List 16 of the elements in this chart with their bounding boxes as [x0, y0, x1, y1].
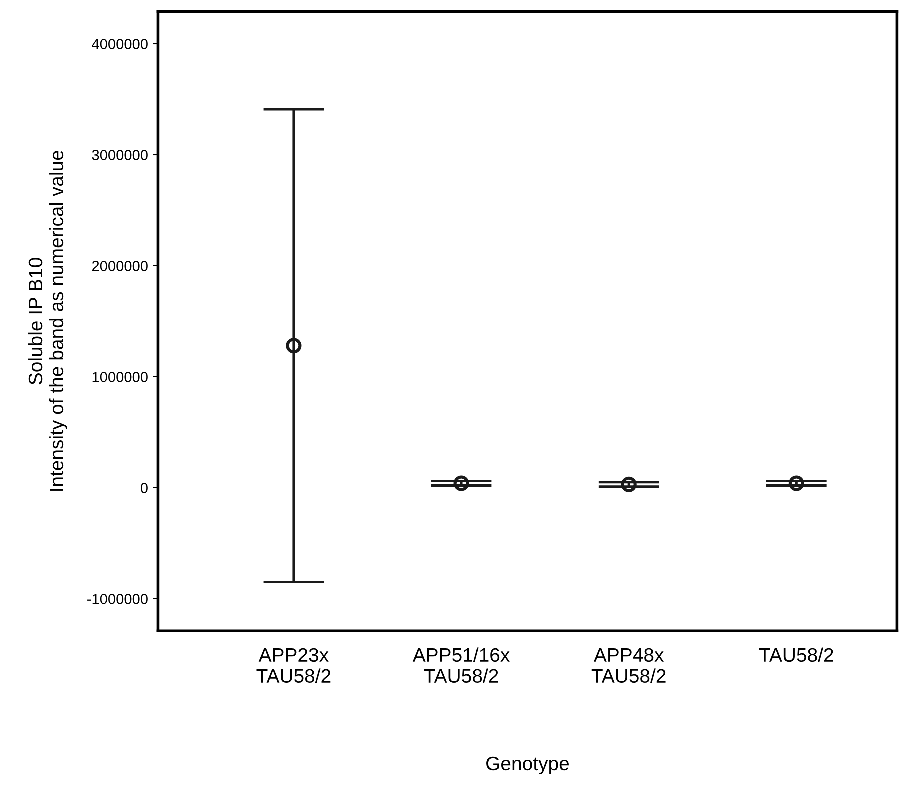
- y-tick-label: 0: [140, 483, 148, 494]
- point: [286, 338, 302, 354]
- y-tick-label: 3000000: [92, 150, 148, 160]
- x-tick-label: TAU58/2: [759, 648, 834, 662]
- x-axis-title: Genotype: [486, 756, 570, 774]
- y-tick-label: 2000000: [92, 261, 148, 272]
- point: [621, 476, 637, 492]
- point: [788, 476, 804, 492]
- x-tick-label: APP51/16x TAU58/2: [412, 648, 510, 684]
- y-tick-label: 1000000: [92, 372, 148, 382]
- x-tick-label: APP48x TAU58/2: [592, 648, 666, 684]
- y-tick-label: -1000000: [88, 594, 148, 604]
- x-tick-label: APP23x TAU58/2: [256, 648, 331, 684]
- y-axis-title: Soluble IP B10 Intensity of the band as numerical value: [28, 150, 68, 491]
- y-tick-label: 4000000: [92, 39, 148, 50]
- point: [454, 476, 470, 492]
